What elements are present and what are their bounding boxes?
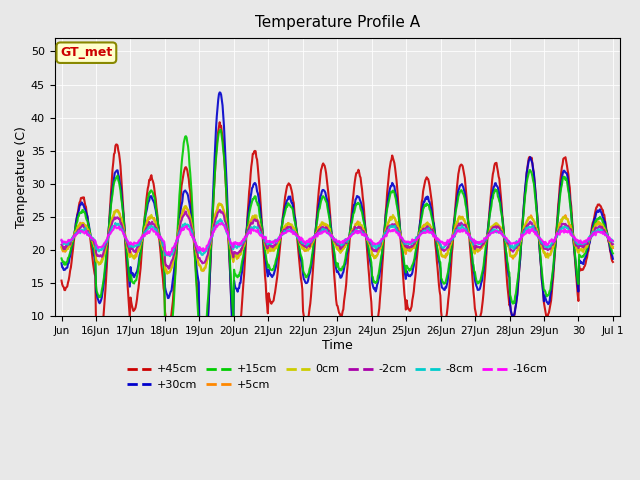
Text: GT_met: GT_met [60, 46, 113, 59]
Legend: +45cm, +30cm, +15cm, +5cm, 0cm, -2cm, -8cm, -16cm: +45cm, +30cm, +15cm, +5cm, 0cm, -2cm, -8… [122, 360, 552, 395]
X-axis label: Time: Time [322, 339, 353, 352]
Y-axis label: Temperature (C): Temperature (C) [15, 126, 28, 228]
Title: Temperature Profile A: Temperature Profile A [255, 15, 420, 30]
